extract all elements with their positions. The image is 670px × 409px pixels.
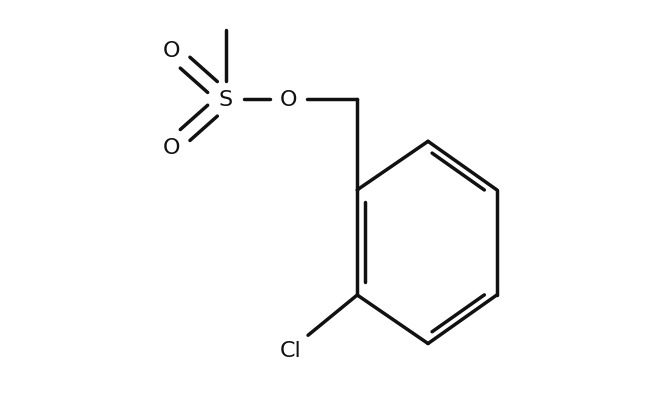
Text: O: O	[162, 41, 180, 61]
Text: S: S	[218, 90, 233, 110]
Text: Cl: Cl	[279, 340, 302, 360]
Text: O: O	[162, 138, 180, 158]
Text: O: O	[280, 90, 297, 110]
